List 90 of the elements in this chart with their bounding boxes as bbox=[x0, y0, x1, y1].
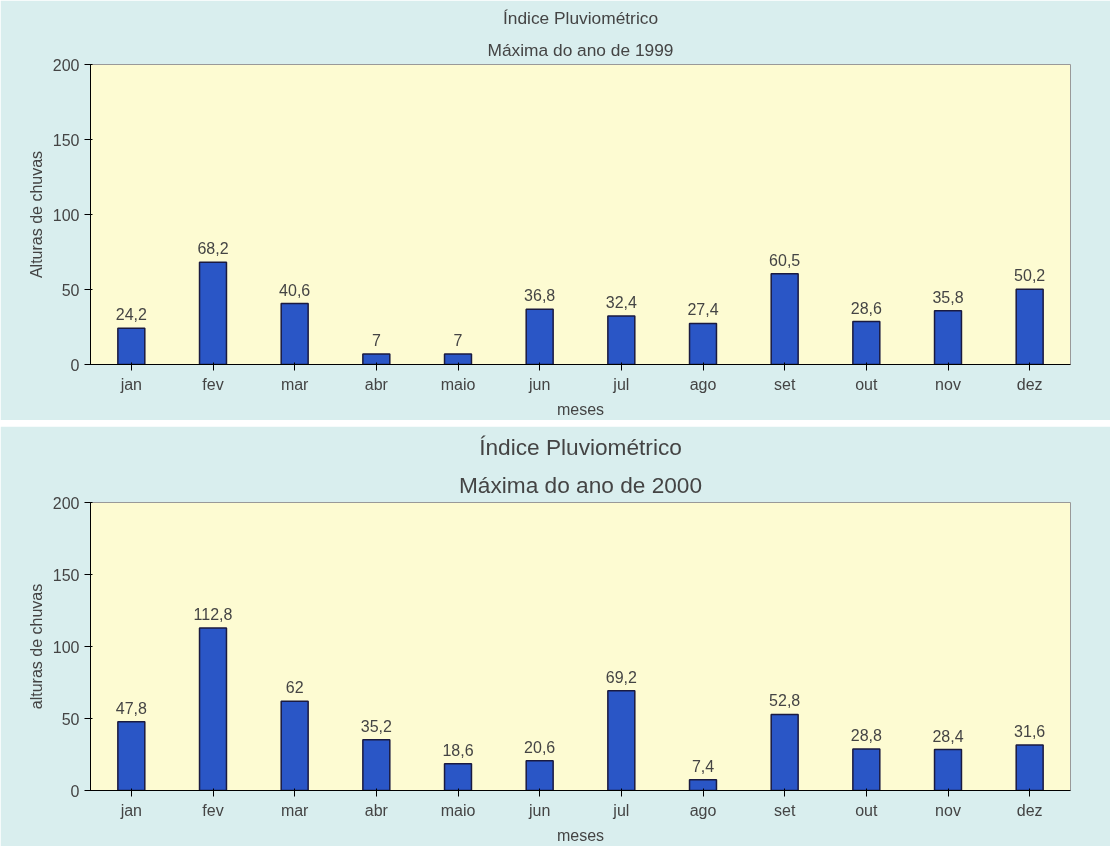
y-tick-label: 0 bbox=[70, 782, 80, 800]
bar bbox=[280, 302, 309, 365]
chart-subtitle: Máxima do ano de 1999 bbox=[487, 39, 674, 60]
bar bbox=[1015, 288, 1044, 365]
data-label: 31,6 bbox=[1014, 723, 1046, 740]
bar bbox=[607, 315, 636, 365]
y-tick-label: 200 bbox=[52, 494, 80, 512]
x-tick-label: jul bbox=[612, 375, 630, 393]
data-label: 47,8 bbox=[115, 699, 148, 717]
data-label: 20,6 bbox=[524, 738, 556, 756]
y-tick-label: 150 bbox=[52, 131, 80, 149]
data-label: 40,6 bbox=[279, 281, 311, 299]
x-tick-label: out bbox=[855, 801, 879, 819]
y-tick-label: 50 bbox=[61, 710, 80, 728]
x-tick-label: maio bbox=[440, 801, 476, 819]
x-tick-label: set bbox=[773, 375, 796, 393]
x-axis-title: meses bbox=[556, 826, 605, 844]
x-tick-label: dez bbox=[1016, 375, 1043, 393]
y-tick-label: 50 bbox=[61, 281, 80, 299]
chart-subtitle: Máxima do ano de 2000 bbox=[458, 471, 703, 498]
data-label: 7 bbox=[453, 332, 463, 349]
data-label: 7,4 bbox=[691, 757, 715, 775]
y-axis-title: alturas de chuvas bbox=[27, 583, 45, 710]
y-tick-label: 100 bbox=[52, 206, 80, 224]
y-tick-label: 100 bbox=[52, 638, 80, 656]
bar bbox=[688, 779, 718, 791]
bar bbox=[852, 320, 881, 365]
data-label: 50,2 bbox=[1014, 267, 1046, 285]
x-tick-label: fev bbox=[202, 375, 224, 393]
bar bbox=[362, 739, 391, 791]
bar bbox=[117, 327, 146, 365]
bar bbox=[607, 690, 636, 791]
bar bbox=[525, 308, 554, 365]
x-tick-label: jan bbox=[119, 375, 143, 393]
data-label: 68,2 bbox=[197, 240, 229, 258]
bar bbox=[198, 627, 228, 791]
bar bbox=[117, 720, 146, 791]
bar bbox=[933, 310, 963, 365]
x-tick-label: abr bbox=[364, 801, 389, 819]
bar bbox=[198, 261, 228, 365]
y-axis-title: Alturas de chuvas bbox=[27, 150, 45, 279]
x-tick-label: dez bbox=[1016, 801, 1043, 819]
chart-title: Índice Pluviométrico bbox=[502, 7, 659, 28]
data-label: 52,8 bbox=[769, 692, 801, 710]
data-label: 60,5 bbox=[769, 251, 801, 269]
bar bbox=[362, 353, 391, 365]
x-tick-label: mar bbox=[280, 801, 310, 819]
x-tick-label: jan bbox=[119, 801, 143, 819]
data-label: 62 bbox=[285, 679, 304, 697]
data-label: 28,6 bbox=[850, 299, 883, 317]
data-label: 24,2 bbox=[115, 306, 148, 324]
bar bbox=[443, 353, 473, 365]
y-tick-label: 0 bbox=[70, 356, 80, 374]
x-axis-title: meses bbox=[556, 400, 605, 418]
bar bbox=[770, 713, 799, 791]
x-tick-label: maio bbox=[440, 375, 476, 393]
x-tick-label: nov bbox=[935, 801, 961, 819]
data-label: 7 bbox=[371, 332, 381, 349]
x-tick-label: nov bbox=[935, 375, 961, 393]
chart-title: Índice Pluviométrico bbox=[479, 433, 682, 460]
data-label: 28,4 bbox=[932, 727, 964, 745]
bar bbox=[852, 748, 881, 791]
data-label: 36,8 bbox=[524, 287, 556, 305]
x-tick-label: fev bbox=[202, 801, 224, 819]
x-tick-label: out bbox=[855, 375, 879, 393]
x-tick-label: ago bbox=[689, 375, 717, 393]
data-label: 35,2 bbox=[360, 717, 393, 735]
data-label: 69,2 bbox=[605, 668, 638, 686]
x-tick-label: jun bbox=[527, 801, 551, 819]
y-tick-label: 150 bbox=[52, 566, 80, 584]
y-tick-label: 200 bbox=[52, 56, 80, 74]
x-tick-label: ago bbox=[689, 801, 717, 819]
bar bbox=[525, 760, 554, 791]
data-label: 32,4 bbox=[605, 293, 638, 311]
x-tick-label: jun bbox=[527, 375, 551, 393]
data-label: 28,8 bbox=[850, 727, 883, 745]
bar bbox=[933, 748, 963, 791]
x-tick-label: set bbox=[773, 801, 796, 819]
bar bbox=[280, 700, 309, 791]
bar bbox=[770, 273, 799, 365]
data-label: 112,8 bbox=[193, 606, 233, 624]
bar bbox=[443, 762, 473, 791]
data-label: 35,8 bbox=[932, 288, 964, 306]
x-tick-label: jul bbox=[612, 801, 630, 819]
x-tick-label: abr bbox=[364, 375, 389, 393]
x-tick-label: mar bbox=[280, 375, 310, 393]
bar bbox=[688, 322, 718, 365]
bar bbox=[1015, 744, 1044, 791]
data-label: 27,4 bbox=[687, 301, 719, 319]
data-label: 18,6 bbox=[442, 741, 474, 759]
